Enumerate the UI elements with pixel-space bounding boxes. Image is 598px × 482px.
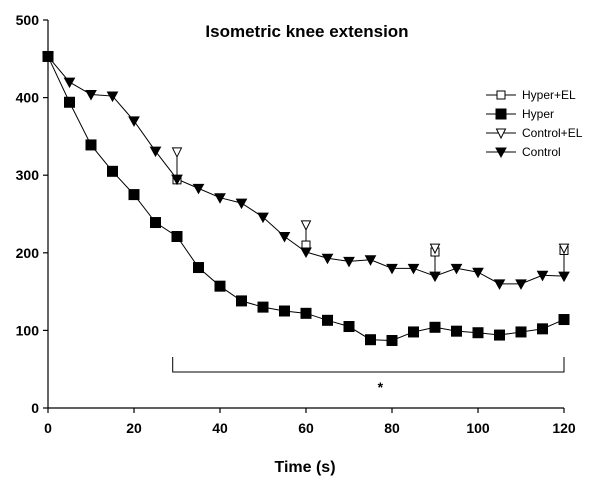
data-point xyxy=(193,262,204,274)
data-point xyxy=(107,165,118,177)
data-point xyxy=(214,280,226,292)
x-tick-label: 120 xyxy=(552,420,576,436)
data-point xyxy=(128,189,140,201)
data-point xyxy=(214,193,226,204)
data-point xyxy=(450,263,463,275)
data-point xyxy=(558,314,570,326)
data-point xyxy=(472,267,484,279)
data-point xyxy=(536,270,549,282)
data-point xyxy=(515,279,527,290)
data-point xyxy=(429,321,441,333)
y-tick-label: 500 xyxy=(16,12,40,28)
data-point xyxy=(322,314,333,326)
legend-label: Control+EL xyxy=(522,126,583,140)
legend-marker xyxy=(495,147,507,159)
data-point xyxy=(429,271,441,283)
x-tick-label: 0 xyxy=(44,420,52,436)
data-point xyxy=(300,307,312,319)
data-point xyxy=(42,51,54,63)
data-point xyxy=(128,116,140,127)
data-point xyxy=(386,263,398,275)
data-point xyxy=(365,334,376,346)
data-point xyxy=(515,326,527,338)
significance-annotation: * xyxy=(172,357,565,395)
data-point xyxy=(386,334,398,346)
y-tick-label: 400 xyxy=(16,90,40,106)
legend-item: Hyper xyxy=(486,107,554,121)
data-point xyxy=(343,321,355,333)
data-point xyxy=(472,327,484,339)
significance-marker: * xyxy=(378,379,384,395)
data-point xyxy=(257,212,269,224)
data-point xyxy=(192,183,205,195)
series-line-hyper xyxy=(47,56,565,341)
data-point xyxy=(451,325,462,337)
data-point xyxy=(407,263,420,275)
data-point xyxy=(106,91,119,103)
series-hyper xyxy=(42,50,570,346)
chart-title: Isometric knee extension xyxy=(205,22,408,41)
x-tick-label: 80 xyxy=(384,420,400,436)
data-point xyxy=(85,139,97,151)
x-tick-label: 100 xyxy=(466,420,490,436)
data-point xyxy=(279,305,290,317)
legend-marker xyxy=(496,90,506,100)
data-point xyxy=(558,243,570,255)
legend-marker xyxy=(495,128,507,140)
data-point xyxy=(300,247,312,259)
data-point xyxy=(537,323,548,335)
x-tick-label: 60 xyxy=(298,420,314,436)
data-point xyxy=(171,174,183,186)
data-point xyxy=(150,217,161,229)
data-point xyxy=(558,271,570,283)
data-point xyxy=(171,231,183,243)
legend-item: Hyper+EL xyxy=(486,88,576,102)
data-point xyxy=(257,301,269,313)
data-point xyxy=(493,279,506,290)
legend-item: Control xyxy=(486,145,561,159)
series-control xyxy=(42,51,570,290)
data-point xyxy=(235,198,248,210)
data-point xyxy=(85,89,97,101)
data-point xyxy=(236,295,247,307)
y-tick-label: 300 xyxy=(16,167,40,183)
data-point xyxy=(408,326,419,338)
data-point xyxy=(149,146,162,158)
data-point xyxy=(64,96,75,108)
data-point xyxy=(300,220,312,231)
y-tick-label: 200 xyxy=(16,245,40,261)
data-point xyxy=(364,255,377,266)
data-point xyxy=(171,147,183,159)
data-point xyxy=(429,243,441,255)
y-tick-label: 0 xyxy=(31,400,39,416)
legend-item: Control+EL xyxy=(486,126,583,140)
legend: Hyper+EL Hyper Control+EL Control xyxy=(486,88,583,159)
legend-label: Hyper+EL xyxy=(522,88,576,102)
plot-area xyxy=(42,50,570,346)
data-point xyxy=(63,77,76,89)
y-tick-label: 100 xyxy=(16,322,40,338)
significance-bracket xyxy=(172,357,565,373)
series-control-el xyxy=(171,147,570,255)
data-point xyxy=(343,256,355,268)
x-tick-label: 20 xyxy=(126,420,142,436)
legend-marker xyxy=(495,108,507,120)
axes: 0 100 200 300 400 500 0 20 40 60 80 100 120 xyxy=(16,12,576,436)
series-hyper-el xyxy=(172,175,569,257)
x-axis-label: Time (s) xyxy=(274,459,335,476)
legend-label: Hyper xyxy=(522,107,554,121)
data-point xyxy=(321,253,334,265)
data-point xyxy=(494,329,505,341)
data-point xyxy=(278,232,291,243)
x-tick-label: 40 xyxy=(212,420,228,436)
legend-label: Control xyxy=(522,145,561,159)
